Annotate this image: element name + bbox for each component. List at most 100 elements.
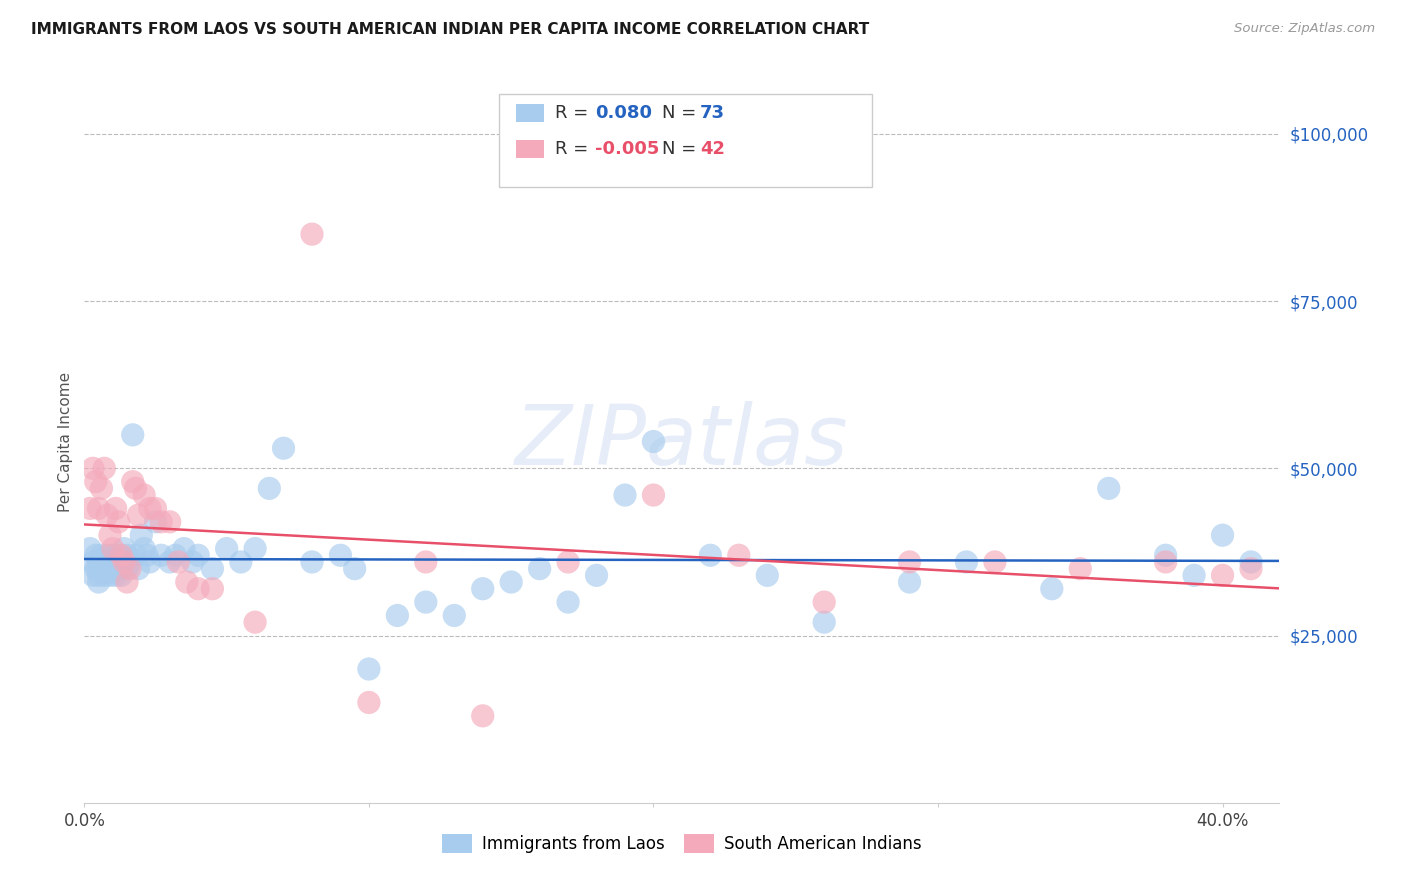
Point bbox=[357, 696, 380, 710]
Point bbox=[501, 575, 523, 590]
Point bbox=[187, 582, 209, 596]
Point bbox=[115, 562, 138, 576]
Point bbox=[150, 515, 173, 529]
Y-axis label: Per Capita Income: Per Capita Income bbox=[58, 371, 73, 512]
Point bbox=[118, 562, 141, 576]
Point bbox=[110, 568, 132, 582]
Point bbox=[82, 461, 104, 475]
Point bbox=[104, 555, 127, 569]
Point bbox=[112, 541, 135, 556]
Point bbox=[557, 595, 579, 609]
Point bbox=[98, 528, 121, 542]
Point bbox=[165, 548, 187, 563]
Text: R =: R = bbox=[555, 140, 595, 158]
Text: N =: N = bbox=[662, 140, 702, 158]
Point bbox=[104, 568, 127, 582]
Point bbox=[813, 595, 835, 609]
Point bbox=[107, 548, 129, 563]
Point bbox=[84, 562, 107, 576]
Point bbox=[259, 482, 281, 496]
Point bbox=[181, 555, 204, 569]
Point bbox=[387, 608, 409, 623]
Point bbox=[90, 482, 112, 496]
Text: R =: R = bbox=[555, 104, 595, 122]
Point bbox=[82, 555, 104, 569]
Point bbox=[443, 608, 465, 623]
Point bbox=[415, 555, 437, 569]
Point bbox=[124, 548, 146, 563]
Point bbox=[87, 568, 110, 582]
Point bbox=[1182, 568, 1205, 582]
Point bbox=[145, 501, 167, 516]
Point bbox=[173, 541, 195, 556]
Point bbox=[93, 555, 115, 569]
Point bbox=[96, 562, 118, 576]
Point bbox=[145, 515, 167, 529]
Point bbox=[201, 562, 224, 576]
Point bbox=[115, 548, 138, 563]
Point bbox=[273, 441, 295, 455]
Point bbox=[84, 548, 107, 563]
Point bbox=[243, 541, 266, 556]
Point bbox=[343, 562, 366, 576]
Point bbox=[139, 555, 162, 569]
Point bbox=[471, 708, 494, 723]
Point bbox=[585, 568, 607, 582]
Point bbox=[215, 541, 238, 556]
Point bbox=[159, 555, 181, 569]
Point bbox=[187, 548, 209, 563]
Point bbox=[415, 595, 437, 609]
Point bbox=[150, 548, 173, 563]
Point bbox=[529, 562, 551, 576]
Point bbox=[1212, 528, 1234, 542]
Point bbox=[121, 475, 143, 489]
Point bbox=[955, 555, 977, 569]
Text: 42: 42 bbox=[700, 140, 725, 158]
Point bbox=[756, 568, 779, 582]
Point bbox=[87, 501, 110, 516]
Point bbox=[101, 548, 124, 563]
Point bbox=[104, 501, 127, 516]
Point bbox=[87, 555, 110, 569]
Point bbox=[176, 575, 198, 590]
Point bbox=[93, 461, 115, 475]
Point bbox=[243, 615, 266, 630]
Point bbox=[87, 575, 110, 590]
Point bbox=[329, 548, 352, 563]
Point bbox=[301, 227, 323, 241]
Point bbox=[96, 548, 118, 563]
Legend: Immigrants from Laos, South American Indians: Immigrants from Laos, South American Ind… bbox=[434, 827, 929, 860]
Text: 73: 73 bbox=[700, 104, 725, 122]
Point bbox=[813, 615, 835, 630]
Point bbox=[82, 568, 104, 582]
Text: ZIPatlas: ZIPatlas bbox=[515, 401, 849, 482]
Point bbox=[1040, 582, 1063, 596]
Text: -0.005: -0.005 bbox=[595, 140, 659, 158]
Point bbox=[90, 562, 112, 576]
Point bbox=[98, 555, 121, 569]
Point bbox=[167, 555, 190, 569]
Point bbox=[984, 555, 1007, 569]
Point bbox=[139, 501, 162, 516]
Point bbox=[1154, 548, 1177, 563]
Point bbox=[471, 582, 494, 596]
Point bbox=[110, 548, 132, 563]
Point bbox=[699, 548, 721, 563]
Point bbox=[101, 562, 124, 576]
Point bbox=[107, 515, 129, 529]
Point bbox=[124, 482, 146, 496]
Point bbox=[112, 555, 135, 569]
Text: IMMIGRANTS FROM LAOS VS SOUTH AMERICAN INDIAN PER CAPITA INCOME CORRELATION CHAR: IMMIGRANTS FROM LAOS VS SOUTH AMERICAN I… bbox=[31, 22, 869, 37]
Point bbox=[107, 562, 129, 576]
Point bbox=[1240, 562, 1263, 576]
Point bbox=[110, 555, 132, 569]
Point bbox=[557, 555, 579, 569]
Point bbox=[1240, 555, 1263, 569]
Point bbox=[127, 562, 149, 576]
Point bbox=[614, 488, 637, 502]
Point bbox=[79, 541, 101, 556]
Text: Source: ZipAtlas.com: Source: ZipAtlas.com bbox=[1234, 22, 1375, 36]
Point bbox=[98, 568, 121, 582]
Point bbox=[1154, 555, 1177, 569]
Point bbox=[121, 427, 143, 442]
